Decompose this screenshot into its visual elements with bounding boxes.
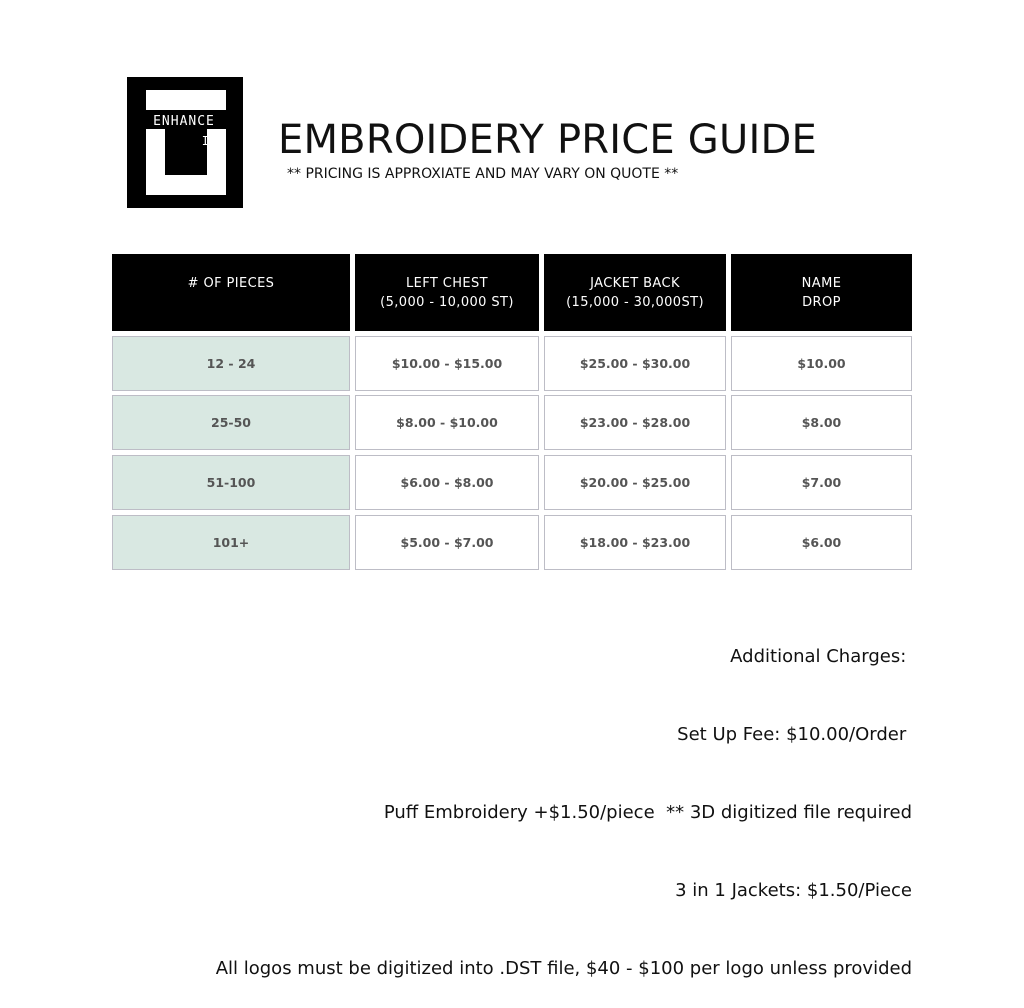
table-cell-left-chest: $10.00 - $15.00 xyxy=(355,336,539,391)
table-cell-jacket-back: $25.00 - $30.00 xyxy=(544,336,726,391)
table-cell-name-drop: $8.00 xyxy=(731,395,912,450)
notes-digitizing: All logos must be digitized into .DST fi… xyxy=(215,958,912,979)
table-cell-name-drop: $7.00 xyxy=(731,455,912,510)
logo-line1: ENHANCE xyxy=(153,114,215,129)
header-name-drop-line2: DROP xyxy=(802,294,841,310)
header-left-chest-line2: (5,000 - 10,000 ST) xyxy=(380,294,514,310)
table-cell-left-chest: $8.00 - $10.00 xyxy=(355,395,539,450)
header-jacket-back-line1: JACKET BACK xyxy=(590,275,680,291)
notes-puff-embroidery: Puff Embroidery +$1.50/piece ** 3D digit… xyxy=(383,802,912,823)
table-cell-pieces: 101+ xyxy=(112,515,350,570)
table-cell-name-drop: $10.00 xyxy=(731,336,912,391)
header-name-drop: NAME DROP xyxy=(731,254,912,331)
table-cell-name-drop: $6.00 xyxy=(731,515,912,570)
header-pieces-label: # OF PIECES xyxy=(187,276,275,291)
table-cell-left-chest: $6.00 - $8.00 xyxy=(355,455,539,510)
table-cell-jacket-back: $20.00 - $25.00 xyxy=(544,455,726,510)
additional-charges-notes: Additional Charges: Set Up Fee: $10.00/O… xyxy=(216,592,912,1008)
enhance-it-logo: ENHANCE IT xyxy=(127,77,243,208)
header-left-chest: LEFT CHEST (5,000 - 10,000 ST) xyxy=(355,254,539,331)
header-name-drop-line1: NAME xyxy=(801,275,842,291)
table-cell-pieces: 25-50 xyxy=(112,395,350,450)
logo-line2: IT xyxy=(202,134,218,148)
header-jacket-back: JACKET BACK (15,000 - 30,000ST) xyxy=(544,254,726,331)
notes-3in1-jackets: 3 in 1 Jackets: $1.50/Piece xyxy=(675,880,912,901)
table-cell-jacket-back: $23.00 - $28.00 xyxy=(544,395,726,450)
header-pieces: # OF PIECES xyxy=(112,254,350,331)
notes-heading: Additional Charges: xyxy=(730,646,912,667)
page-title: EMBROIDERY PRICE GUIDE xyxy=(278,117,817,163)
header-left-chest-line1: LEFT CHEST xyxy=(405,275,489,291)
header-jacket-back-line2: (15,000 - 30,000ST) xyxy=(566,294,704,310)
notes-setup-fee: Set Up Fee: $10.00/Order xyxy=(677,724,912,745)
table-cell-jacket-back: $18.00 - $23.00 xyxy=(544,515,726,570)
table-cell-left-chest: $5.00 - $7.00 xyxy=(355,515,539,570)
table-cell-pieces: 51-100 xyxy=(112,455,350,510)
table-cell-pieces: 12 - 24 xyxy=(112,336,350,391)
pricing-disclaimer: ** PRICING IS APPROXIATE AND MAY VARY ON… xyxy=(287,166,679,182)
